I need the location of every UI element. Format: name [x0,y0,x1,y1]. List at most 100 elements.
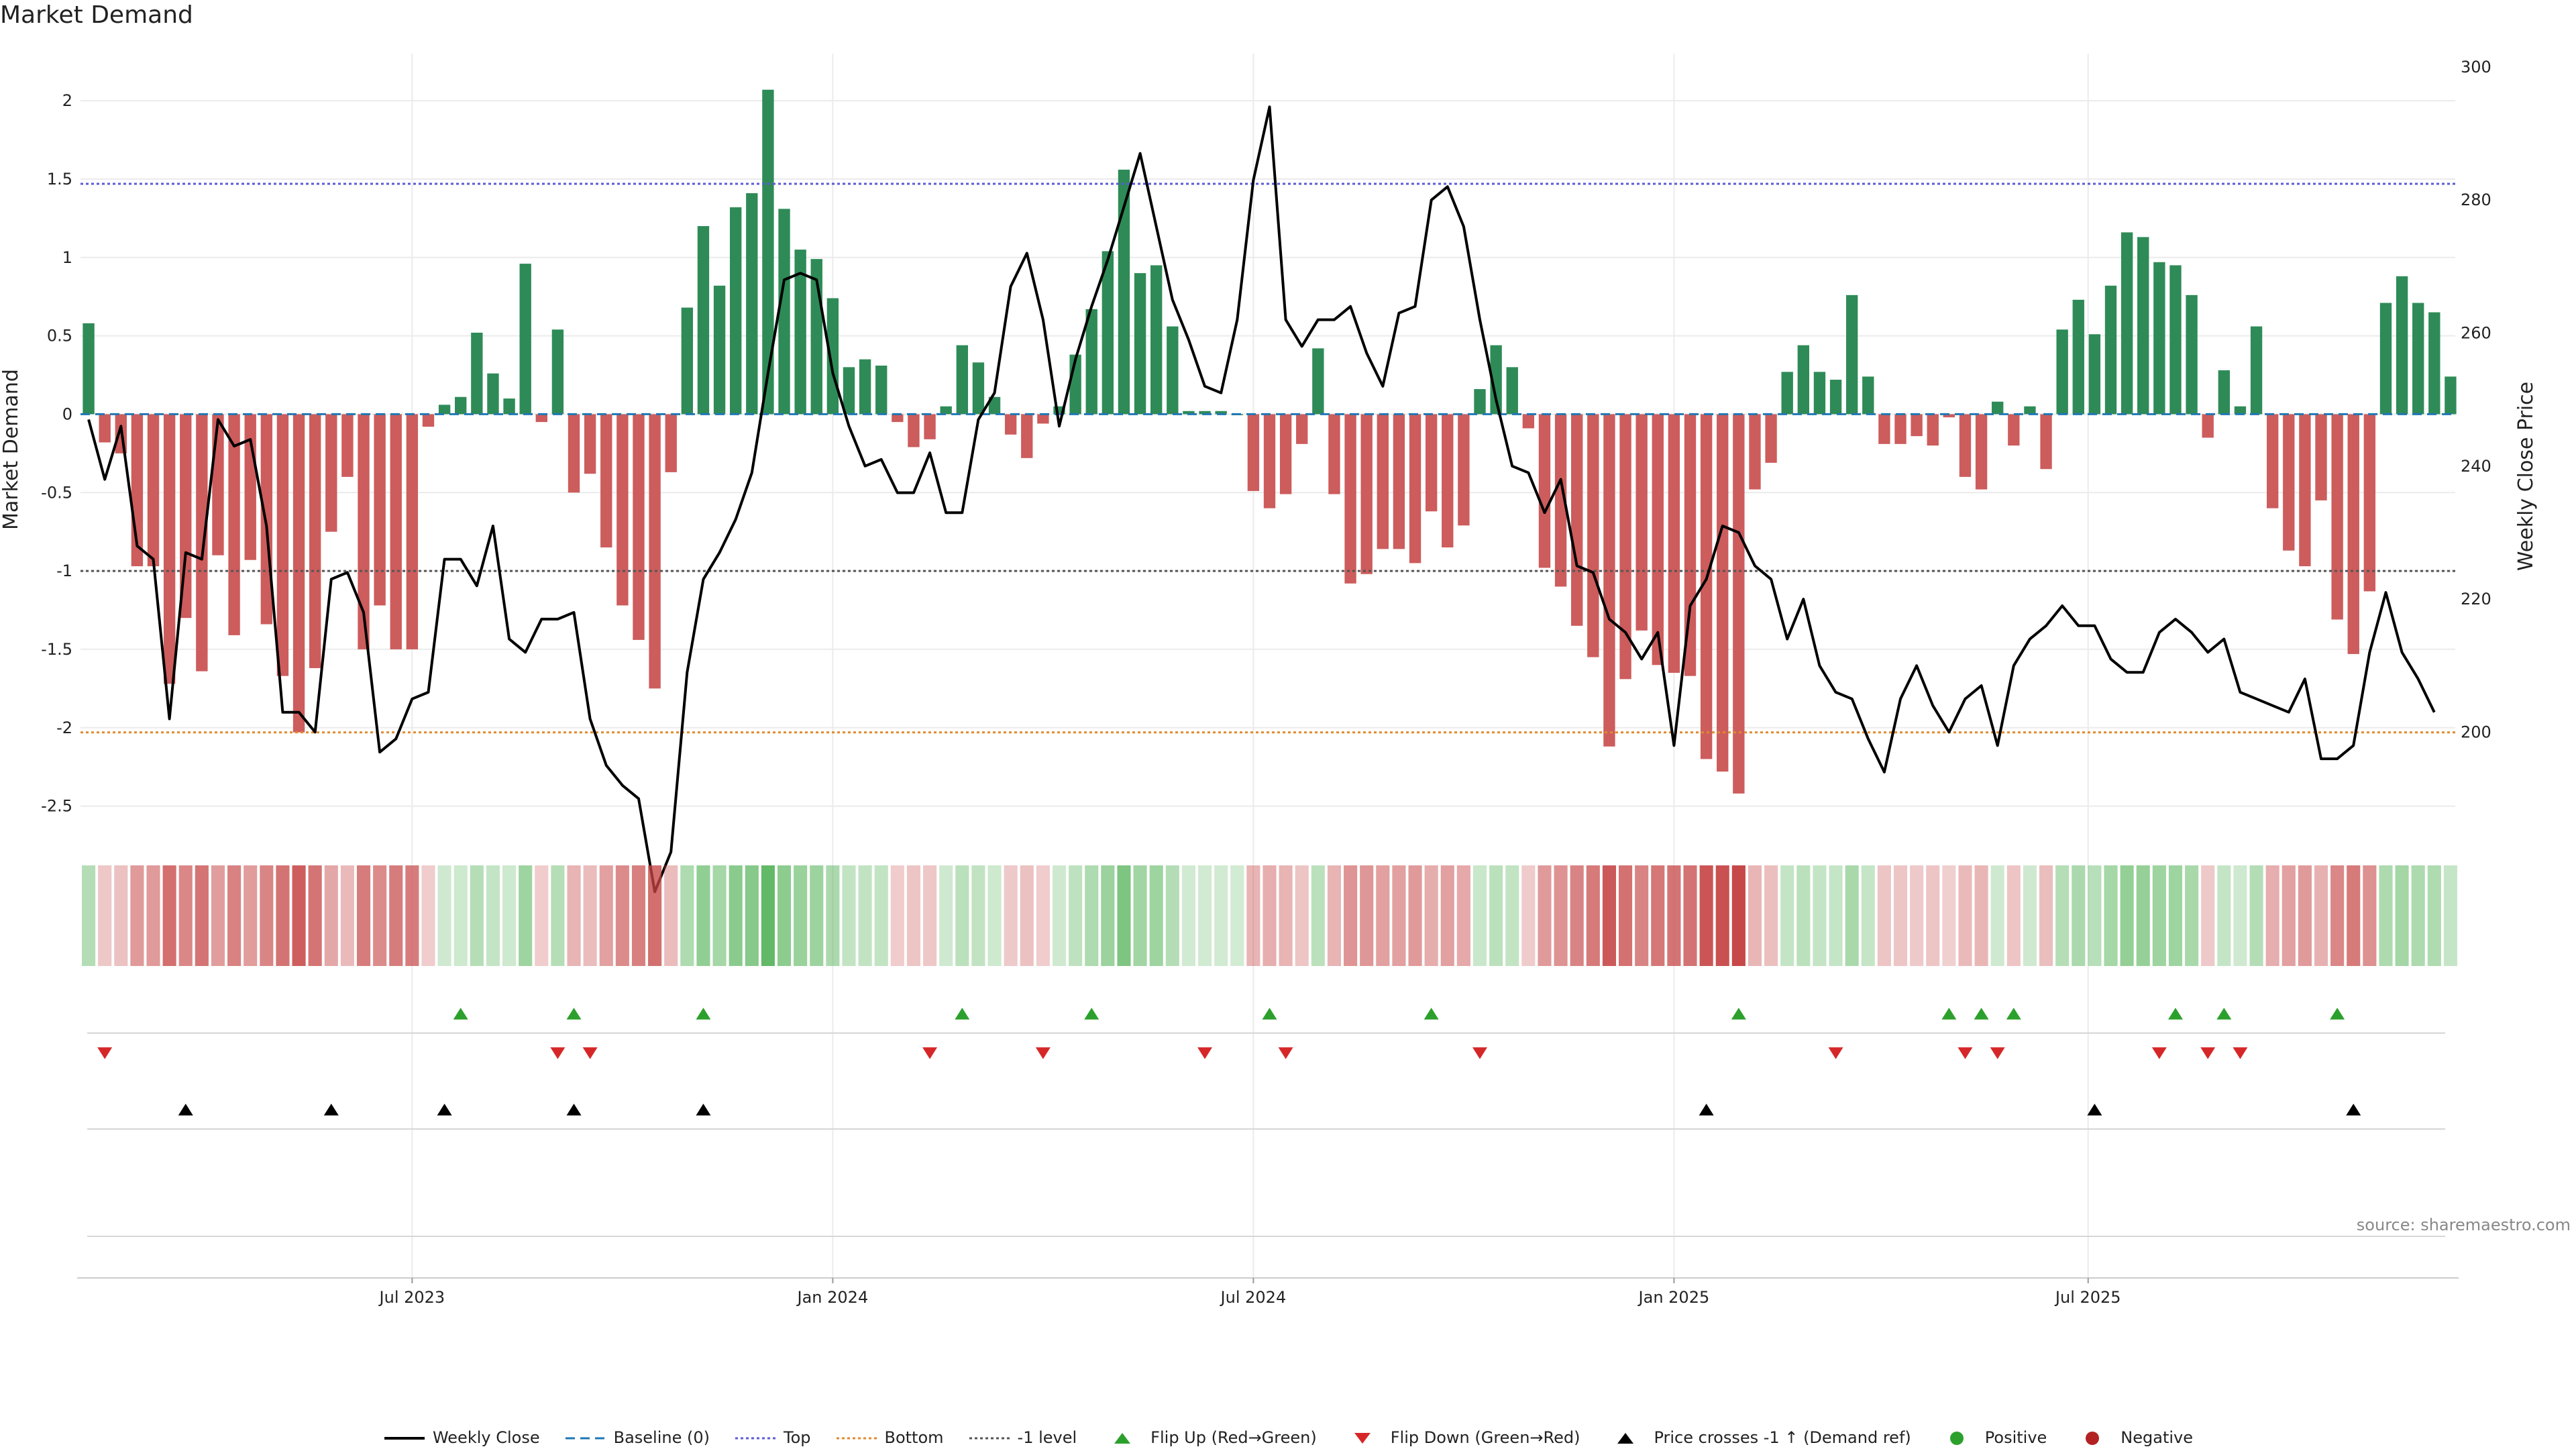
demand-heat-cell [1990,865,2004,966]
demand-bar [1312,348,1324,415]
demand-bar [341,414,354,477]
demand-bar [2299,414,2311,567]
y-tick-label: 1 [62,248,72,267]
legend-label: Flip Up (Red→Green) [1150,1428,1317,1447]
demand-bar [892,414,904,423]
chart-legend: Weekly Close Baseline (0) Top Bottom -1 leve… [0,1428,2576,1447]
demand-bar [438,405,451,415]
demand-bar [471,332,483,415]
flip-down-marker [1197,1047,1213,1059]
flip-down-marker [1472,1047,1488,1059]
flip-up-marker [1084,1008,1099,1020]
x-tick-label: Jan 2025 [1638,1288,1710,1307]
demand-bar [600,414,612,548]
cross-up-marker [437,1104,452,1116]
demand-heat-cell [2411,865,2425,966]
demand-heat-cell [2314,865,2328,966]
y-tick-label: -1.5 [41,640,72,659]
demand-bar [1183,411,1195,415]
demand-heat-cell [1910,865,1924,966]
demand-heat-cell [1246,865,1260,966]
demand-bar [2379,303,2392,415]
weekly-close-line [87,105,2436,894]
y2-tick-label: 280 [2461,191,2491,209]
legend-label: Weekly Close [432,1428,540,1447]
demand-heat-cell [211,865,225,966]
demand-bar [681,307,694,415]
demand-heat-cell [260,865,274,966]
cross-up-marker [1699,1104,1714,1116]
flip-down-marker [2200,1047,2216,1059]
demand-bar [1943,414,1955,418]
flip-up-marker [1974,1008,1989,1020]
demand-bar [1911,414,1923,437]
demand-bar [1215,411,1227,415]
demand-heat-cell [486,865,500,966]
demand-heat-cell [1780,865,1794,966]
demand-bar [2008,414,2020,446]
demand-heat-cell [761,865,775,966]
demand-heat-cell [2298,865,2312,966]
demand-bar [908,414,920,447]
demand-heat-cell [1570,865,1584,966]
demand-heat-cell [1263,865,1277,966]
demand-heat-cell [1424,865,1438,966]
demand-bar [730,207,742,415]
demand-heat-cell [1829,865,1843,966]
demand-heat-cell [551,865,565,966]
demand-heat-cell [1861,865,1875,966]
demand-heat-cell [1440,865,1454,966]
demand-bar [1167,326,1179,415]
demand-bar [422,414,435,427]
demand-bar [2202,414,2214,438]
demand-bar [1765,414,1777,463]
demand-heat-cell [405,865,419,966]
demand-heat-cell [373,865,387,966]
demand-heat-cell [1311,865,1325,966]
legend-label: Top [784,1428,811,1447]
demand-heat-cell [2282,865,2296,966]
demand-heat-cell [1020,865,1034,966]
y2-tick-label: 260 [2461,323,2491,342]
demand-heat-cell [1408,865,1422,966]
flip-up-marker [2330,1008,2345,1020]
legend-item: Bottom [835,1428,944,1447]
demand-bar [697,226,710,415]
x-tick-label: Jul 2024 [1220,1288,1287,1307]
y-tick-label: -0.5 [41,483,72,502]
demand-heat-cell [567,865,581,966]
demand-bar [1603,414,1615,747]
demand-bar [212,414,224,555]
demand-bar [1862,376,1874,415]
y2-tick-label: 220 [2461,590,2491,608]
demand-bar [2088,334,2101,415]
demand-bar [390,414,402,649]
x-tick-label: Jul 2025 [2054,1288,2121,1307]
demand-bar [99,414,111,443]
demand-bar [551,329,564,415]
demand-bar [1894,414,1907,444]
legend-item: Top [734,1428,811,1447]
demand-bar [228,414,240,635]
legend-label: Bottom [884,1428,944,1447]
flip-down-marker [97,1047,113,1059]
legend-swatch [969,1437,1010,1440]
y-tick-label: 2 [62,91,72,110]
demand-bar [147,414,160,567]
demand-heat-cell [1683,865,1697,966]
demand-heat-cell [1554,865,1568,966]
demand-heat-cell [146,865,160,966]
demand-heat-cell [2120,865,2134,966]
cross-up-marker [566,1104,582,1116]
demand-bar [1684,414,1697,676]
demand-heat-cell [1602,865,1616,966]
demand-bar [1263,414,1276,508]
demand-bar [2412,303,2424,415]
demand-heat-cell [680,865,694,966]
legend-swatch [1114,1433,1131,1444]
legend-swatch [565,1437,606,1440]
demand-heat-cell [1926,865,1940,966]
flip-up-marker [2006,1008,2021,1020]
demand-heat-cell [1796,865,1811,966]
demand-heat-cell [502,865,517,966]
